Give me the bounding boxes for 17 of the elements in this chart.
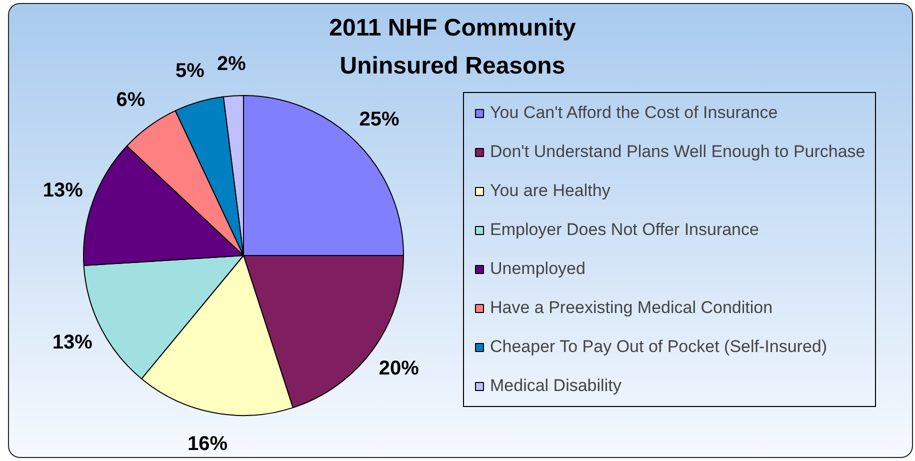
legend-label: Cheaper To Pay Out of Pocket (Self-Insured) [490, 337, 828, 357]
data-label: 5% [175, 60, 205, 82]
data-label: 13% [52, 332, 93, 354]
legend-label: Have a Preexisting Medical Condition [490, 298, 773, 318]
data-label: 6% [116, 89, 146, 112]
legend-label: You are Healthy [490, 181, 610, 201]
legend-label: Medical Disability [490, 376, 622, 396]
data-label: 16% [188, 433, 228, 456]
legend-label: You Can't Afford the Cost of Insurance [490, 103, 778, 123]
data-label: 13% [42, 179, 84, 202]
data-label: 25% [359, 108, 400, 131]
data-label: 20% [378, 357, 420, 380]
data-label: 2% [216, 52, 246, 75]
legend-label: Employer Does Not Offer Insurance [490, 220, 759, 240]
chart-title: 2011 NHF Community Uninsured Reasons [329, 14, 577, 80]
legend-label: Don't Understand Plans Well Enough to Purchase [490, 142, 866, 162]
legend-label: Unemployed [490, 259, 586, 279]
